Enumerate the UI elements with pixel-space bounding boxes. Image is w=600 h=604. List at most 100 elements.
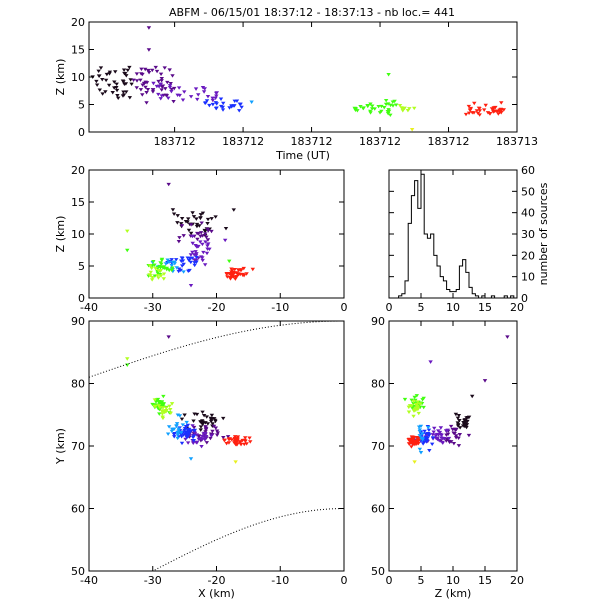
x-y-ytick-label: 60 [71, 503, 85, 516]
z_y-point [420, 398, 425, 402]
time_height-point [162, 66, 167, 70]
x-z-xtick-label: -30 [144, 301, 162, 314]
time_height-point [171, 99, 176, 104]
z_y-point [423, 432, 428, 436]
time_height-point [154, 69, 160, 74]
time_height-point [131, 78, 136, 83]
z-histogram-ytick-label: 60 [521, 164, 535, 177]
x_y-point [247, 436, 252, 440]
time_height-point [140, 93, 145, 97]
time_height-point [121, 90, 126, 94]
time_height-point [475, 111, 481, 116]
time_height-point [121, 93, 127, 97]
x_y-point [208, 432, 214, 436]
panels: 183712 183712 183712 183712 183712 183713 0 5 10… [54, 16, 550, 600]
z_y-point [409, 398, 414, 403]
z-histogram-ytick-label: 0 [521, 292, 528, 305]
x_y-point [175, 430, 180, 435]
x_z-point [174, 266, 180, 270]
x_z-point [244, 272, 249, 276]
x_z-point [202, 228, 207, 233]
x_y-point [203, 425, 208, 429]
x_z-point [158, 274, 164, 278]
x_z-point [190, 250, 195, 255]
x_z-point [205, 217, 211, 222]
x_z-point [186, 228, 192, 233]
x-z-ytick-label: 15 [71, 196, 85, 209]
x_y-point [243, 439, 248, 444]
x_z-point [190, 234, 195, 239]
time_height-point [114, 82, 119, 86]
x_y-point [210, 429, 215, 434]
time_height-point [107, 70, 113, 75]
time_height-point [407, 107, 412, 111]
x_z-point [171, 212, 177, 216]
z_y-point [417, 447, 423, 452]
x_z-point [186, 217, 191, 221]
x_z-point [194, 224, 200, 229]
z_y-point [406, 405, 412, 410]
time_height-point [392, 99, 397, 104]
time_height-point [134, 72, 140, 76]
x_y-point [183, 425, 189, 429]
x_y-point [161, 394, 166, 399]
x_z-point [203, 232, 208, 236]
x_y-point [176, 429, 181, 433]
time_height-point [145, 68, 151, 73]
time_height-point [237, 109, 242, 113]
x_y-point [171, 427, 177, 431]
time_height-point [172, 86, 177, 91]
time_height-point [400, 109, 405, 113]
time_height-point [166, 96, 171, 101]
x_y-point [153, 404, 158, 409]
z-histogram-xtick-label: 15 [478, 301, 492, 314]
time-height-xtick-label: 183712 [291, 135, 333, 148]
time_height-point [213, 101, 219, 105]
x_z-point [198, 216, 203, 221]
time_height-point [150, 88, 156, 92]
x_z-point [173, 258, 179, 262]
x_y-point [226, 438, 232, 442]
x_y-point [224, 441, 229, 446]
x_z-point [170, 260, 175, 265]
time_height-point [405, 108, 411, 113]
x_y-point [203, 430, 208, 434]
x-y-range-arc-outer [88, 320, 345, 378]
x_y-point [163, 406, 169, 410]
x_y-point [205, 422, 211, 426]
x_y-point [221, 416, 226, 421]
x_z-point [149, 278, 155, 282]
time_height-point [491, 110, 496, 114]
x_z-point [200, 211, 206, 216]
x_y-point [156, 400, 162, 404]
x_y-point [209, 413, 215, 418]
z_y-point [456, 436, 461, 441]
time_height-point [150, 68, 155, 73]
time_height-point [365, 104, 370, 109]
time_height-point [382, 105, 387, 110]
z-y-ytick-label: 80 [371, 378, 385, 391]
x_y-point [185, 441, 191, 445]
time_height-point [182, 90, 187, 94]
x_z-panel: -40 -30 -20 -10 0 0 5 10 15 20 Z (km) [54, 164, 348, 314]
time-height-ytick-label: 15 [71, 44, 85, 57]
x-y-xtick-label: -30 [144, 574, 162, 587]
x_y-point [175, 436, 180, 441]
x_z-point [202, 263, 208, 267]
time_height-point [489, 107, 495, 111]
z_y-point [444, 429, 449, 433]
x_z-point [191, 215, 197, 219]
time_height-point [138, 78, 143, 83]
x_z-point [236, 272, 241, 276]
x_z-point [207, 247, 212, 252]
time_height-point [369, 107, 375, 111]
time_height-point [159, 94, 164, 98]
time_height-point [210, 98, 216, 103]
z_y-point [424, 440, 429, 444]
x_z-point [170, 266, 175, 270]
x_y-point [169, 429, 175, 434]
x_z-point [177, 236, 182, 240]
z_y-outlier-point [402, 397, 408, 402]
z_y-point [415, 438, 420, 443]
